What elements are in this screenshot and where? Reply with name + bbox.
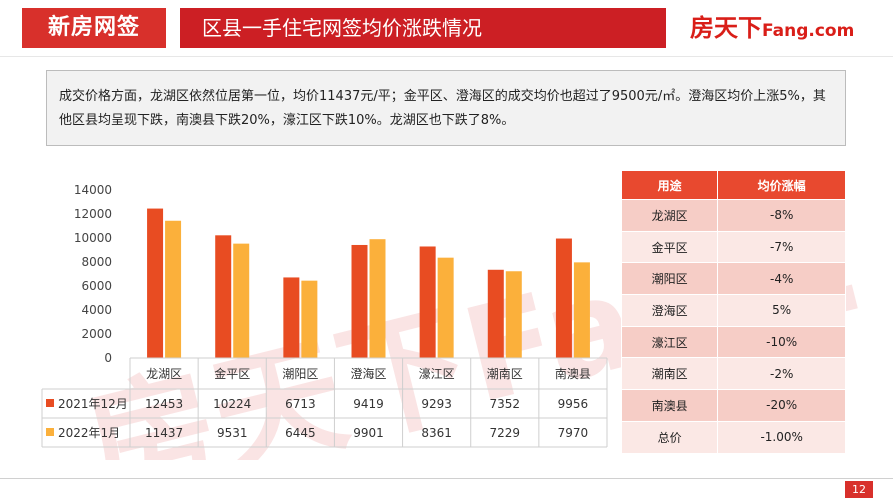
bar	[419, 246, 436, 358]
table-row: 潮阳区 -4%	[620, 262, 846, 296]
y-tick-label: 12000	[74, 207, 112, 221]
bar	[437, 257, 454, 358]
data-label: 9901	[353, 426, 384, 440]
table-row: 潮南区 -2%	[620, 357, 846, 391]
data-label: 7229	[490, 426, 521, 440]
logo-main: 房天下	[690, 14, 762, 42]
summary-box: 成交价格方面，龙湖区依然位居第一位，均价11437元/平；金平区、澄海区的成交均…	[46, 70, 846, 146]
data-label: 6445	[285, 426, 316, 440]
row-value: -10%	[717, 325, 846, 359]
data-label: 7970	[558, 426, 589, 440]
table-row: 金平区 -7%	[620, 230, 846, 264]
bar	[369, 239, 386, 358]
legend-label: 2022年1月	[58, 426, 120, 440]
row-name: 金平区	[620, 230, 719, 264]
row-name: 龙湖区	[620, 199, 719, 232]
y-tick-label: 4000	[81, 303, 112, 317]
data-label: 8361	[421, 426, 452, 440]
page-number: 12	[845, 481, 873, 498]
change-table: 用途 均价涨幅 龙湖区 -8% 金平区 -7% 潮阳区 -4% 澄海区 5% 濠江区 -1…	[620, 170, 846, 454]
y-tick-label: 6000	[81, 279, 112, 293]
bar	[215, 235, 232, 358]
x-tick-label: 濠江区	[419, 366, 455, 381]
data-label: 9293	[421, 397, 452, 411]
table-row: 总价 -1.00%	[620, 420, 846, 454]
table-row: 濠江区 -10%	[620, 325, 846, 359]
data-label: 6713	[285, 397, 316, 411]
y-tick-label: 14000	[74, 183, 112, 197]
footer-divider	[0, 478, 893, 479]
x-tick-label: 龙湖区	[146, 366, 182, 381]
bar	[573, 262, 590, 358]
header-divider	[0, 56, 893, 57]
table-row: 龙湖区 -8%	[620, 199, 846, 232]
data-label: 9419	[353, 397, 384, 411]
y-tick-label: 8000	[81, 255, 112, 269]
row-value: 5%	[717, 294, 846, 327]
bar	[283, 277, 300, 358]
row-name: 潮阳区	[620, 262, 719, 296]
legend-swatch	[46, 428, 54, 436]
row-name: 澄海区	[620, 294, 719, 327]
logo-sub: Fang.com	[762, 21, 855, 41]
section-tag: 新房网签	[22, 8, 166, 48]
bar	[487, 269, 504, 358]
brand-logo: 房天下Fang.com	[690, 8, 854, 48]
y-tick-label: 10000	[74, 231, 112, 245]
bar	[165, 220, 182, 358]
legend-swatch	[46, 399, 54, 407]
data-label: 10224	[213, 397, 251, 411]
row-value: -1.00%	[717, 420, 846, 454]
row-value: -20%	[717, 389, 846, 422]
legend-label: 2021年12月	[58, 397, 128, 411]
bar	[351, 244, 368, 358]
header-usage: 用途	[620, 170, 719, 200]
x-tick-label: 潮阳区	[282, 366, 318, 381]
row-name: 总价	[620, 420, 719, 454]
table-row: 澄海区 5%	[620, 294, 846, 327]
data-label: 9956	[558, 397, 589, 411]
table-row: 南澳县 -20%	[620, 389, 846, 422]
bar	[505, 271, 522, 358]
bar	[555, 238, 572, 358]
x-tick-label: 南澳县	[555, 366, 591, 381]
header-change: 均价涨幅	[717, 170, 846, 200]
summary-text: 成交价格方面，龙湖区依然位居第一位，均价11437元/平；金平区、澄海区的成交均…	[59, 89, 826, 128]
row-name: 南澳县	[620, 389, 719, 422]
bar	[147, 208, 164, 358]
row-value: -4%	[717, 262, 846, 296]
change-table-header: 用途 均价涨幅	[620, 170, 846, 200]
row-value: -7%	[717, 230, 846, 264]
x-tick-label: 金平区	[214, 366, 250, 381]
y-tick-label: 0	[104, 351, 112, 365]
data-label: 9531	[217, 426, 248, 440]
x-tick-label: 潮南区	[487, 366, 523, 381]
row-name: 潮南区	[620, 357, 719, 391]
row-value: -2%	[717, 357, 846, 391]
bar	[233, 243, 250, 358]
y-tick-label: 2000	[81, 327, 112, 341]
data-label: 7352	[490, 397, 521, 411]
row-value: -8%	[717, 199, 846, 232]
row-name: 濠江区	[620, 325, 719, 359]
bar-chart: 0 2000 4000 6000 8000 10000 12000 14000 龙湖区 金平区 潮阳…	[41, 183, 608, 448]
x-tick-label: 澄海区	[350, 366, 386, 381]
bar	[301, 280, 318, 358]
data-label: 11437	[145, 426, 183, 440]
page-title: 区县一手住宅网签均价涨跌情况	[180, 8, 666, 48]
data-label: 12453	[145, 397, 183, 411]
